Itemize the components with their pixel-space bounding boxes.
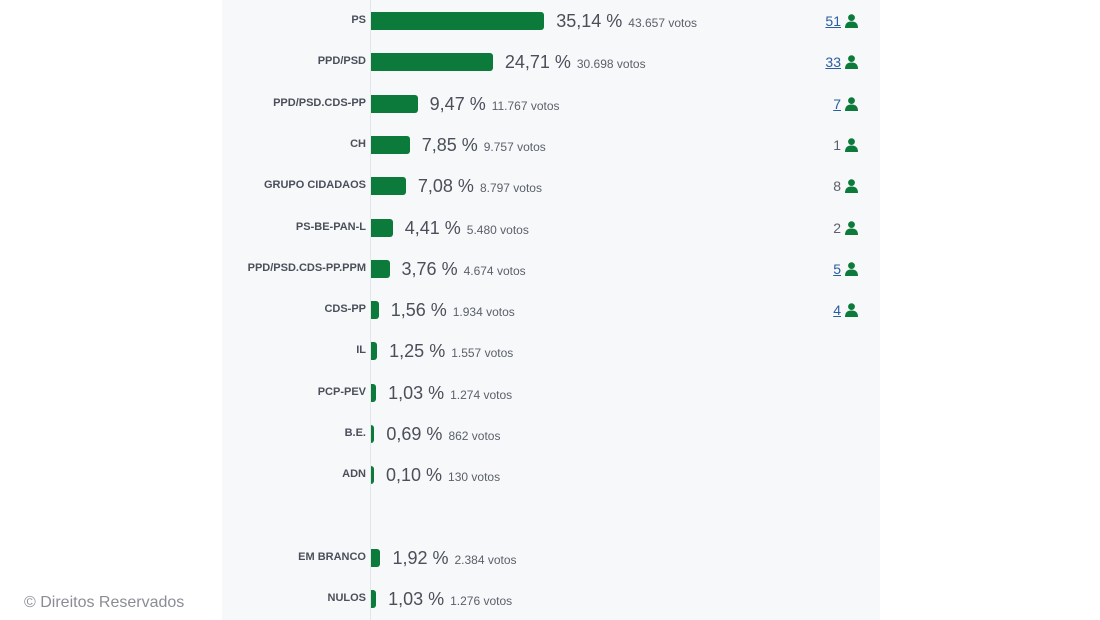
seats-count: 1	[833, 136, 841, 153]
party-label: IL	[356, 344, 366, 357]
result-bar	[371, 94, 418, 113]
result-row: PPD/PSD.CDS-PP.PPM 3,76 % 4.674 votos 5	[0, 259, 1100, 279]
result-bar	[371, 383, 377, 402]
party-label: PPD/PSD	[317, 55, 366, 68]
result-row: PPD/PSD.CDS-PP 9,47 % 11.767 votos 7	[0, 94, 1100, 114]
party-label: ADN	[342, 468, 366, 481]
percent-label: 24,71 %	[504, 52, 571, 73]
result-bar	[371, 548, 381, 567]
person-icon	[845, 303, 858, 318]
seats-link[interactable]: 33	[825, 54, 841, 71]
votes-label: 5.480 votos	[466, 222, 529, 237]
votes-label: 1.274 votos	[450, 387, 513, 402]
party-label: CH	[350, 137, 366, 150]
votes-label: 130 votos	[448, 470, 501, 485]
result-row: PCP-PEV 1,03 % 1.274 votos	[0, 383, 1100, 403]
party-label: B.E.	[344, 427, 366, 439]
result-row: PPD/PSD 24,71 % 30.698 votos 33	[0, 52, 1100, 72]
votes-label: 11.767 votos	[491, 98, 560, 113]
person-icon	[845, 55, 858, 70]
seats-link[interactable]: 4	[833, 302, 841, 319]
votes-label: 862 votos	[448, 429, 501, 443]
person-icon	[845, 179, 858, 194]
votes-label: 30.698 votos	[576, 57, 646, 72]
person-icon	[845, 138, 858, 152]
result-bar	[371, 590, 377, 609]
result-row: PS 35,14 % 43.657 votos 51	[0, 11, 1100, 31]
percent-label: 3,76 %	[401, 258, 458, 279]
seats[interactable]: 5	[833, 261, 858, 277]
result-row: GRUPO CIDADAOS 7,08 % 8.797 votos 8	[0, 176, 1100, 196]
seats-count: 8	[833, 178, 841, 195]
result-row: PS-BE-PAN-L 4,41 % 5.480 votos 2	[0, 218, 1100, 238]
votes-label: 1.557 votos	[451, 346, 514, 361]
party-label: PS-BE-PAN-L	[295, 220, 366, 233]
seats-count: 2	[833, 219, 841, 236]
percent-label: 35,14 %	[556, 11, 623, 31]
result-row: EM BRANCO 1,92 % 2.384 votos	[0, 548, 1100, 568]
person-icon	[845, 96, 858, 111]
person-icon	[845, 261, 858, 276]
percent-label: 7,85 %	[421, 134, 478, 155]
party-label: GRUPO CIDADAOS	[263, 179, 366, 192]
percent-label: 1,56 %	[390, 300, 447, 321]
percent-label: 0,10 %	[386, 465, 443, 486]
percent-label: 1,03 %	[388, 589, 445, 610]
seats: 8	[833, 178, 858, 194]
percent-label: 0,69 %	[386, 424, 443, 444]
result-bar	[371, 466, 374, 485]
result-bar	[371, 259, 390, 278]
party-label: EM BRANCO	[298, 550, 366, 563]
seats-link[interactable]: 7	[833, 95, 841, 112]
result-row: IL 1,25 % 1.557 votos	[0, 341, 1100, 361]
seats[interactable]: 7	[833, 96, 858, 112]
votes-label: 8.797 votos	[479, 181, 542, 196]
result-row: NULOS 1,03 % 1.276 votos	[0, 589, 1100, 609]
seats-link[interactable]: 5	[833, 260, 841, 277]
person-icon	[845, 220, 858, 235]
results-panel	[222, 0, 880, 620]
seats-link[interactable]: 51	[825, 13, 841, 29]
result-row: ADN 0,10 % 130 votos	[0, 465, 1100, 485]
votes-label: 9.757 votos	[483, 139, 546, 154]
result-bar	[371, 218, 393, 237]
result-row: CH 7,85 % 9.757 votos 1	[0, 135, 1100, 155]
percent-label: 1,25 %	[389, 341, 446, 362]
votes-label: 4.674 votos	[463, 263, 526, 278]
seats[interactable]: 51	[825, 13, 858, 29]
percent-label: 1,92 %	[392, 547, 449, 568]
result-bar	[371, 177, 406, 196]
percent-label: 7,08 %	[417, 176, 474, 197]
party-label: CDS-PP	[324, 303, 366, 316]
votes-label: 43.657 votos	[628, 16, 698, 30]
seats[interactable]: 33	[825, 54, 858, 70]
party-label: PS	[351, 14, 366, 26]
party-label: PPD/PSD.CDS-PP.PPM	[247, 261, 366, 274]
votes-label: 1.934 votos	[452, 305, 515, 320]
votes-label: 2.384 votos	[454, 552, 517, 567]
seats: 2	[833, 220, 858, 236]
person-icon	[845, 14, 858, 28]
result-bar	[371, 425, 375, 443]
result-row: CDS-PP 1,56 % 1.934 votos 4	[0, 300, 1100, 320]
party-label: NULOS	[327, 592, 367, 605]
result-bar	[371, 135, 410, 154]
result-bar	[371, 53, 493, 72]
result-bar	[371, 301, 379, 320]
watermark: © Direitos Reservados	[24, 594, 185, 611]
party-label: PPD/PSD.CDS-PP	[273, 96, 366, 109]
percent-label: 4,41 %	[404, 217, 461, 238]
seats[interactable]: 4	[833, 302, 858, 318]
axis-line	[370, 0, 371, 620]
seats: 1	[833, 137, 858, 153]
percent-label: 9,47 %	[429, 93, 486, 114]
votes-label: 1.276 votos	[450, 594, 513, 609]
result-bar	[371, 12, 545, 30]
party-label: PCP-PEV	[317, 385, 366, 398]
percent-label: 1,03 %	[388, 382, 445, 403]
result-bar	[371, 342, 378, 361]
result-row: B.E. 0,69 % 862 votos	[0, 424, 1100, 444]
